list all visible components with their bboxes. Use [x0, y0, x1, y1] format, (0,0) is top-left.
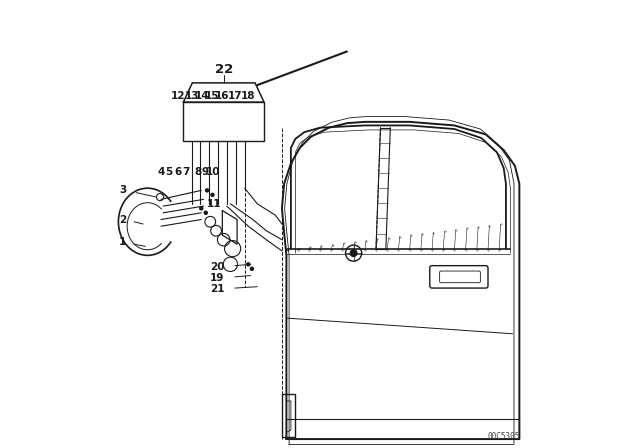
Text: 5: 5 — [165, 168, 173, 177]
Text: 12: 12 — [171, 91, 185, 101]
Circle shape — [204, 211, 208, 215]
Text: 11: 11 — [207, 199, 221, 209]
Text: 2: 2 — [119, 215, 127, 224]
Circle shape — [246, 262, 251, 267]
Text: 22: 22 — [214, 63, 233, 76]
Text: 16: 16 — [215, 91, 230, 101]
Text: 21: 21 — [210, 284, 224, 294]
Text: 19: 19 — [210, 273, 224, 283]
Text: 4: 4 — [157, 168, 164, 177]
Text: 14: 14 — [195, 91, 209, 101]
Circle shape — [349, 249, 358, 257]
Text: 7: 7 — [182, 168, 189, 177]
Circle shape — [199, 206, 204, 211]
Circle shape — [205, 188, 209, 193]
Circle shape — [210, 193, 215, 197]
Text: 15: 15 — [204, 91, 219, 101]
Text: 17: 17 — [228, 91, 242, 101]
Text: 1: 1 — [119, 237, 127, 247]
Text: 8: 8 — [195, 168, 202, 177]
Text: 10: 10 — [206, 168, 221, 177]
Text: 20: 20 — [210, 262, 224, 271]
Text: 00C5305: 00C5305 — [488, 432, 520, 441]
Text: 9: 9 — [202, 168, 209, 177]
Circle shape — [250, 267, 254, 271]
Text: 13: 13 — [185, 91, 200, 101]
Text: 3: 3 — [119, 185, 127, 195]
Text: 6: 6 — [174, 168, 181, 177]
Text: 18: 18 — [241, 91, 255, 101]
